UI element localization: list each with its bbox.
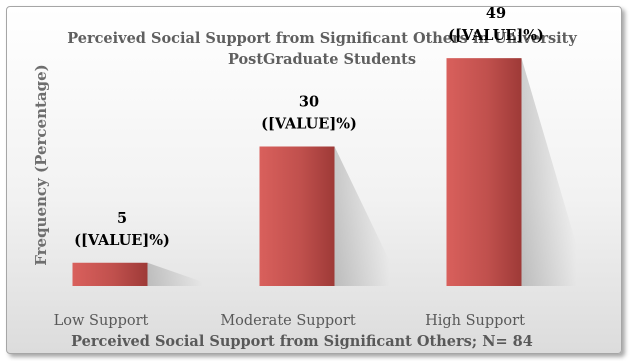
y-axis-label: Frequency (Percentage) bbox=[32, 64, 50, 266]
x-tick-labels-group: Low Support Moderate Support High Support bbox=[54, 313, 525, 329]
chart-title-line-2: PostGraduate Students bbox=[228, 51, 416, 68]
x-axis-label: Perceived Social Support from Significan… bbox=[71, 333, 533, 350]
data-label-value: 49 bbox=[486, 5, 506, 22]
x-tick-label: Low Support bbox=[54, 313, 149, 329]
bar-low-support bbox=[72, 262, 148, 286]
bar-shadow bbox=[334, 146, 390, 286]
x-tick-label: Moderate Support bbox=[220, 313, 356, 329]
data-label-suffix: ([VALUE]%) bbox=[448, 27, 544, 44]
bar-shadow bbox=[521, 58, 577, 287]
data-label-value: 5 bbox=[117, 210, 127, 227]
data-label-suffix: ([VALUE]%) bbox=[74, 232, 170, 249]
bar-high-support bbox=[446, 58, 522, 287]
data-labels-group: 5 ([VALUE]%) 30 ([VALUE]%) 49 ([VALUE]%) bbox=[74, 5, 544, 249]
x-tick-label: High Support bbox=[425, 313, 525, 329]
bars-group bbox=[72, 58, 577, 287]
bar-moderate-support bbox=[259, 146, 335, 286]
bar-shadow bbox=[147, 262, 203, 286]
data-label-suffix: ([VALUE]%) bbox=[261, 116, 357, 133]
chart-title-line-1: Perceived Social Support from Significan… bbox=[67, 30, 577, 47]
data-label-value: 30 bbox=[299, 94, 319, 111]
